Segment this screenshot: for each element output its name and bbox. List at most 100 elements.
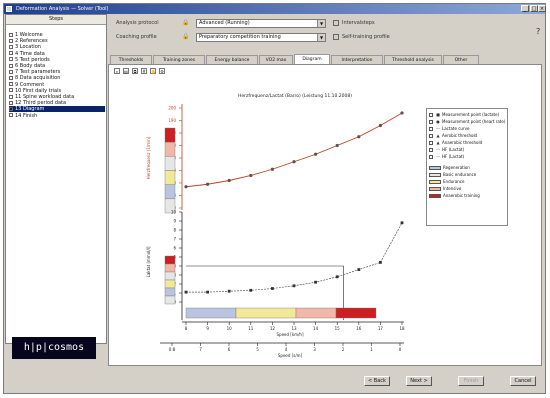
sidebar-item[interactable]: 3 Location — [9, 44, 41, 50]
legend-item[interactable]: — HF (Lactat) — [429, 147, 464, 153]
hr-point — [270, 167, 274, 171]
legend-item[interactable]: ■ Measurement point (lactate) — [429, 112, 499, 118]
sidebar-item-label: 5 Test periods — [15, 56, 50, 63]
sidebar-item[interactable]: 2 References — [9, 38, 48, 44]
legend-label: Lactate curve — [442, 126, 470, 131]
legend-marker: ■ — [436, 112, 440, 117]
steps-sidebar: Steps 1 Welcome 2 References 3 Location 4 T… — [5, 14, 107, 359]
sidebar-item[interactable]: 13 Diagram — [9, 106, 105, 113]
tab-0[interactable]: Thresholds — [110, 55, 152, 64]
tab-1[interactable]: Training zones — [153, 55, 205, 64]
legend-item[interactable]: ▲ Anaerobic threshold — [429, 140, 482, 146]
next-button[interactable]: Next > — [406, 376, 432, 386]
pace-tick-label: 7 — [199, 347, 202, 352]
hr-point — [227, 178, 231, 183]
lock-icon: 🔒 — [182, 33, 190, 40]
sidebar-item[interactable]: 1 Welcome — [9, 32, 43, 38]
self-training-icon[interactable] — [333, 34, 339, 40]
intervalsteps-icon[interactable] — [333, 20, 339, 26]
sidebar-item[interactable]: 6 Body data — [9, 63, 45, 69]
sidebar-item[interactable]: 9 Comment — [9, 82, 44, 88]
sidebar-item[interactable]: 11 Spine workload data — [9, 94, 74, 100]
sidebar-item[interactable]: 12 Third period data — [9, 100, 66, 106]
cancel-button[interactable]: Cancel — [510, 376, 536, 386]
lactate-tick-label: 6 — [173, 246, 176, 251]
zoom-icon[interactable]: ⌕ — [114, 68, 120, 74]
grid-icon[interactable]: # — [141, 68, 147, 74]
legend-checkbox[interactable] — [429, 148, 433, 152]
hr-point — [378, 123, 382, 128]
print-icon[interactable]: ▤ — [123, 68, 129, 74]
legend-label: Measurement point (heart rate) — [442, 119, 506, 124]
legend-checkbox[interactable] — [429, 155, 433, 159]
pace-tick-label: 0:8 — [169, 347, 176, 352]
zone-swatch — [429, 173, 441, 177]
legend-label: HF (Lactat) — [442, 154, 465, 159]
hand-icon[interactable]: ✋ — [150, 68, 156, 74]
hr-point — [292, 160, 296, 164]
sidebar-item[interactable]: 4 Time data — [9, 51, 45, 57]
tab-3[interactable]: VO2 max — [259, 55, 293, 64]
hr-zone-block — [164, 170, 176, 185]
sidebar-item-label: 3 Location — [15, 44, 41, 51]
legend-checkbox[interactable] — [429, 120, 433, 124]
pace-tick-label: 5 — [256, 347, 259, 352]
sidebar-item[interactable]: 5 Test periods — [9, 57, 50, 63]
zone-band-block — [335, 307, 377, 319]
zone-swatch — [429, 187, 441, 191]
lactate-zone-block — [164, 279, 176, 289]
legend-checkbox[interactable] — [429, 127, 433, 131]
sidebar-item[interactable]: 8 Data acquisition — [9, 75, 60, 81]
tab-6[interactable]: Threshold analysis — [384, 55, 442, 64]
hr-tick-label: 200 — [168, 106, 176, 111]
legend-checkbox[interactable] — [429, 134, 433, 138]
sidebar-header: Steps — [6, 15, 106, 25]
finish-button[interactable]: Finish — [458, 376, 484, 386]
hr-line — [185, 112, 403, 188]
lock-icon: 🔒 — [182, 19, 190, 26]
settings-icon[interactable]: ⚙ — [159, 68, 165, 74]
speed-tick-label: 9 — [206, 326, 209, 331]
tab-2[interactable]: Energy balance — [206, 55, 258, 64]
tab-5[interactable]: Interpretation — [331, 55, 383, 64]
legend-item[interactable]: — HF (Lactat) — [429, 154, 464, 160]
legend-item[interactable]: ● Measurement point (heart rate) — [429, 119, 505, 125]
intervalsteps-option[interactable]: Intervalsteps — [342, 20, 375, 26]
pace-tick-label: 6 — [228, 347, 231, 352]
legend-checkbox[interactable] — [429, 113, 433, 117]
step-icon — [9, 69, 13, 74]
legend-item[interactable]: — Lactate curve — [429, 126, 469, 132]
hr-point — [206, 182, 210, 186]
maximize-icon[interactable]: □ — [530, 5, 538, 12]
sidebar-item[interactable]: 7 Test parameters — [9, 69, 60, 75]
lactate-point — [249, 288, 253, 292]
legend-label: Measurement point (lactate) — [442, 112, 500, 117]
zone-swatch — [429, 166, 441, 170]
step-icon — [9, 32, 13, 37]
chart-legend: ■ Measurement point (lactate) ● Measurement… — [426, 108, 508, 226]
legend-checkbox[interactable] — [429, 141, 433, 145]
zone-swatch — [429, 180, 441, 184]
tab-4[interactable]: Diagram — [294, 54, 330, 65]
legend-marker: — — [436, 154, 440, 159]
minimize-icon[interactable]: _ — [521, 5, 529, 12]
close-icon[interactable]: × — [538, 5, 546, 12]
tab-7[interactable]: Other — [443, 55, 479, 64]
sidebar-item[interactable]: 10 First daily trials — [9, 88, 61, 94]
zone-band-block — [185, 307, 237, 319]
copy-icon[interactable]: ⧉ — [132, 68, 138, 74]
coaching-profile-select[interactable]: Preparatory competition training ▼ — [196, 33, 326, 42]
speed-tick-label: 18 — [399, 326, 405, 331]
zone-label: Regeneration — [443, 165, 470, 170]
legend-item[interactable]: ▲ Aerobic threshold — [429, 133, 477, 139]
sidebar-item[interactable]: 14 Finish — [9, 113, 37, 119]
step-icon — [9, 63, 13, 68]
speed-tick-label: 15 — [335, 326, 341, 331]
speed-tick-label: 16 — [356, 326, 362, 331]
self-training-option[interactable]: Self-training profile — [342, 34, 390, 40]
analysis-protocol-select[interactable]: Advanced (Running) ▼ — [196, 19, 326, 28]
lactate-tick-label: 7 — [173, 237, 176, 242]
speed-tick-label: 17 — [378, 326, 384, 331]
help-icon[interactable]: ? — [536, 27, 541, 36]
back-button[interactable]: < Back — [364, 376, 390, 386]
